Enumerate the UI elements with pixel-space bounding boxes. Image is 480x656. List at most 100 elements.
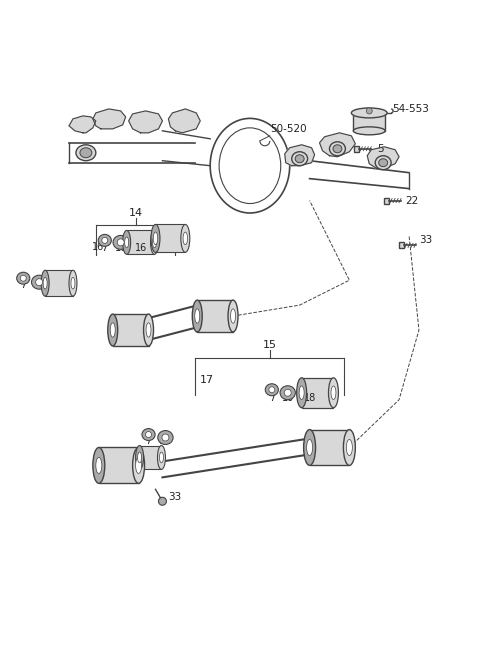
Polygon shape: [320, 133, 355, 157]
Text: 54-553: 54-553: [392, 104, 429, 114]
Ellipse shape: [136, 457, 142, 474]
Ellipse shape: [159, 452, 164, 463]
Ellipse shape: [98, 234, 111, 247]
Polygon shape: [156, 224, 185, 253]
Polygon shape: [99, 447, 139, 483]
Ellipse shape: [219, 128, 281, 203]
Polygon shape: [45, 270, 73, 296]
Text: 10: 10: [115, 243, 127, 253]
Ellipse shape: [138, 452, 142, 463]
Polygon shape: [140, 445, 161, 470]
Ellipse shape: [157, 445, 166, 470]
Circle shape: [269, 387, 275, 393]
Ellipse shape: [228, 300, 238, 332]
Ellipse shape: [307, 440, 312, 455]
Bar: [384, 197, 389, 203]
Text: 10: 10: [33, 280, 45, 290]
Ellipse shape: [331, 386, 336, 400]
Ellipse shape: [230, 309, 236, 323]
Polygon shape: [93, 109, 126, 129]
Text: 22: 22: [405, 195, 418, 205]
Ellipse shape: [297, 378, 307, 407]
Ellipse shape: [295, 155, 304, 163]
Ellipse shape: [146, 323, 151, 337]
Ellipse shape: [280, 386, 295, 400]
Ellipse shape: [142, 428, 155, 441]
Ellipse shape: [80, 148, 92, 157]
Ellipse shape: [353, 127, 385, 135]
Ellipse shape: [93, 447, 105, 483]
Text: 7: 7: [145, 436, 152, 447]
Ellipse shape: [347, 440, 352, 455]
Circle shape: [102, 237, 108, 243]
Text: 15: 15: [263, 340, 277, 350]
Ellipse shape: [151, 224, 160, 253]
Ellipse shape: [96, 457, 102, 474]
Ellipse shape: [158, 430, 173, 445]
Ellipse shape: [304, 430, 315, 465]
Ellipse shape: [328, 378, 338, 407]
Ellipse shape: [41, 270, 49, 296]
Ellipse shape: [210, 118, 290, 213]
Ellipse shape: [113, 236, 128, 249]
Text: 33: 33: [419, 236, 432, 245]
Ellipse shape: [136, 445, 144, 470]
Ellipse shape: [343, 430, 355, 465]
Bar: [399, 242, 404, 249]
Text: 10: 10: [159, 436, 171, 447]
Polygon shape: [127, 230, 155, 255]
Ellipse shape: [32, 276, 47, 289]
Polygon shape: [367, 147, 399, 170]
Ellipse shape: [69, 270, 77, 296]
Polygon shape: [168, 109, 200, 133]
Text: 7: 7: [20, 280, 26, 290]
Polygon shape: [129, 111, 162, 133]
Circle shape: [284, 389, 291, 396]
Circle shape: [145, 432, 152, 438]
Ellipse shape: [110, 323, 115, 337]
Polygon shape: [310, 430, 349, 465]
Ellipse shape: [329, 142, 346, 155]
Ellipse shape: [265, 384, 278, 396]
Text: 17: 17: [200, 375, 215, 385]
Ellipse shape: [192, 300, 202, 332]
Text: 14: 14: [129, 209, 143, 218]
Ellipse shape: [379, 159, 388, 167]
Polygon shape: [113, 314, 148, 346]
Circle shape: [366, 108, 372, 114]
Ellipse shape: [43, 277, 47, 289]
Ellipse shape: [71, 277, 75, 289]
Bar: [354, 146, 360, 152]
Ellipse shape: [181, 224, 190, 253]
Ellipse shape: [292, 152, 308, 166]
Text: 5: 5: [377, 144, 384, 154]
Text: 16: 16: [134, 243, 147, 253]
Circle shape: [162, 434, 169, 441]
Ellipse shape: [144, 314, 154, 346]
Text: 50-520: 50-520: [270, 124, 306, 134]
Ellipse shape: [299, 386, 304, 400]
Polygon shape: [69, 116, 96, 133]
Circle shape: [20, 276, 26, 281]
Ellipse shape: [151, 230, 158, 255]
Ellipse shape: [375, 155, 391, 170]
Ellipse shape: [123, 230, 131, 255]
Circle shape: [36, 279, 43, 285]
Circle shape: [158, 497, 167, 505]
Circle shape: [117, 239, 124, 246]
Ellipse shape: [132, 447, 144, 483]
Text: 33: 33: [168, 492, 181, 502]
Ellipse shape: [351, 108, 387, 118]
Polygon shape: [197, 300, 233, 332]
Ellipse shape: [153, 232, 158, 245]
Bar: [353, 113, 385, 131]
Ellipse shape: [333, 145, 342, 153]
Text: 7: 7: [269, 393, 275, 403]
Ellipse shape: [76, 145, 96, 161]
Polygon shape: [285, 145, 314, 166]
Ellipse shape: [17, 272, 30, 284]
Ellipse shape: [108, 314, 118, 346]
Text: 16: 16: [92, 242, 104, 253]
Polygon shape: [301, 378, 334, 407]
Text: 10: 10: [282, 393, 294, 403]
